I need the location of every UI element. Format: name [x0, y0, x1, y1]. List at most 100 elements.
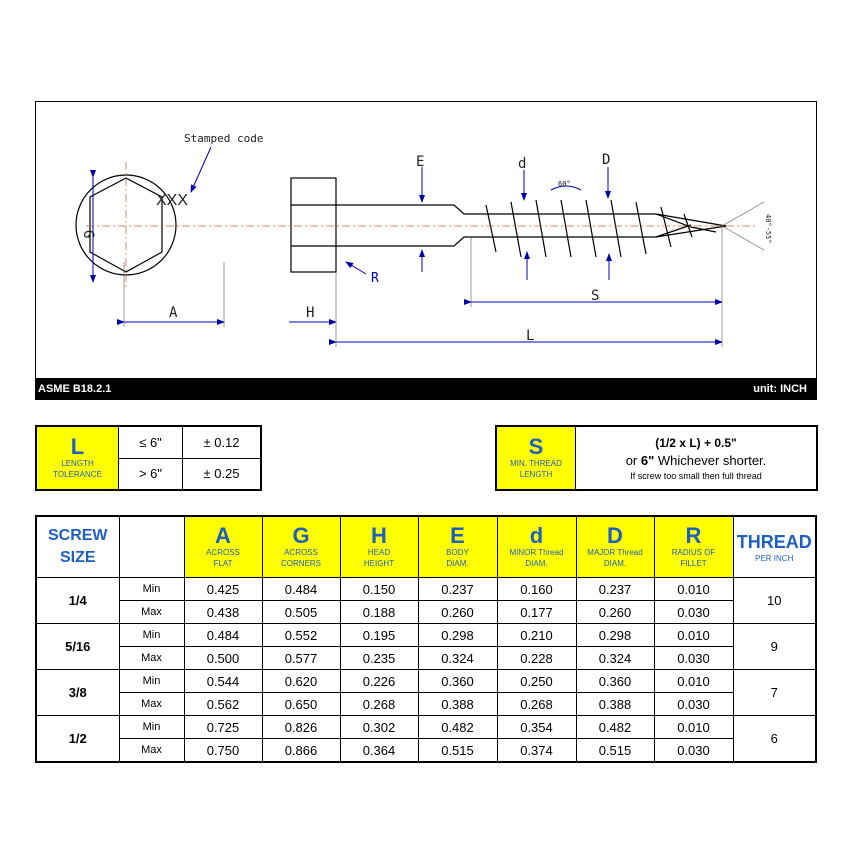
column-header-E: E BODY DIAM. — [417, 515, 498, 578]
value-cell: 0.484 — [183, 623, 263, 647]
max-label: Max — [118, 646, 185, 670]
blank-header — [118, 515, 185, 578]
screw-drawing: Stamped code XXX G A H R E d D S L 60° 4… — [75, 132, 772, 347]
label-e: E — [416, 154, 424, 170]
value-cell: 0.302 — [339, 715, 419, 739]
value-cell: 0.562 — [183, 692, 263, 716]
value-cell: 0.010 — [653, 623, 734, 647]
value-cell: 0.725 — [183, 715, 263, 739]
value-cell: 0.354 — [496, 715, 577, 739]
header-row: SCREW SIZE A ACROSS FLAT G ACROSS CORNERS H HEAD H… — [35, 515, 817, 578]
column-header-D: D MAJOR Thread DIAM. — [575, 515, 655, 578]
thread-teeth — [485, 199, 693, 258]
threads-per-inch: 10 — [732, 577, 817, 624]
thread-length-table: S MIN. THREAD LENGTH (1/2 x L) + 0.5" or … — [495, 425, 818, 491]
screw-size: 1/4 — [35, 577, 120, 624]
value-cell: 0.237 — [575, 577, 655, 601]
screw-size: 1/2 — [35, 715, 120, 763]
value-cell: 0.030 — [653, 692, 734, 716]
value-cell: 0.364 — [339, 738, 419, 763]
value-cell: 0.010 — [653, 669, 734, 693]
dimensions-table: SCREW SIZE A ACROSS FLAT G ACROSS CORNERS H HEAD H… — [35, 515, 817, 763]
value-cell: 0.388 — [575, 692, 655, 716]
value-cell: 0.866 — [261, 738, 341, 763]
label-a: A — [169, 305, 178, 321]
column-header-A: A ACROSS FLAT — [183, 515, 263, 578]
value-cell: 0.505 — [261, 600, 341, 624]
screw-size: 5/16 — [35, 623, 120, 670]
value-cell: 0.482 — [417, 715, 498, 739]
tolerance-cell: ± 0.12 — [182, 425, 262, 459]
value-cell: 0.298 — [575, 623, 655, 647]
value-cell: 0.482 — [575, 715, 655, 739]
table-row: 3/8 Min 0.544 0.620 0.226 0.360 0.250 0.360 0.01… — [35, 669, 817, 716]
thread-header: THREAD PER INCH — [732, 515, 817, 578]
table-row: Max 0.500 0.577 0.235 0.324 0.228 0.324 0.030 — [36, 646, 816, 670]
label-s: S — [591, 288, 599, 304]
value-cell: 0.260 — [417, 600, 498, 624]
value-cell: 0.620 — [261, 669, 341, 693]
column-header-H: H HEAD HEIGHT — [339, 515, 419, 578]
stamped-code-label: Stamped code — [184, 132, 263, 145]
label-r: R — [371, 271, 379, 286]
value-cell: 0.500 — [183, 646, 263, 670]
value-cell: 0.235 — [339, 646, 419, 670]
value-cell: 0.237 — [417, 577, 498, 601]
value-cell: 0.360 — [417, 669, 498, 693]
value-cell: 0.030 — [653, 600, 734, 624]
value-cell: 0.010 — [653, 577, 734, 601]
threads-per-inch: 9 — [732, 623, 817, 670]
value-cell: 0.374 — [496, 738, 577, 763]
value-cell: 0.210 — [496, 623, 577, 647]
table-row: 1/4 Min 0.425 0.484 0.150 0.237 0.160 0.237 0.01… — [35, 577, 817, 624]
value-cell: 0.425 — [183, 577, 263, 601]
thread-length-rule: (1/2 x L) + 0.5" or 6" Whichever shorter… — [575, 425, 818, 491]
shank — [336, 204, 476, 247]
min-label: Min — [118, 669, 185, 693]
unit-label: unit: INCH — [753, 383, 807, 395]
value-cell: 0.324 — [417, 646, 498, 670]
label-thread-angle: 60° — [558, 180, 571, 188]
value-cell: 0.484 — [261, 577, 341, 601]
value-cell: 0.552 — [261, 623, 341, 647]
screw-size: 3/8 — [35, 669, 120, 716]
min-label: Min — [118, 623, 185, 647]
value-cell: 0.177 — [496, 600, 577, 624]
max-label: Max — [118, 692, 185, 716]
value-cell: 0.324 — [575, 646, 655, 670]
threads-per-inch: 7 — [732, 669, 817, 716]
tolerance-cell: ± 0.25 — [182, 457, 262, 491]
value-cell: 0.544 — [183, 669, 263, 693]
value-cell: 0.515 — [575, 738, 655, 763]
label-d-major: D — [602, 152, 610, 168]
label-d-minor: d — [518, 156, 526, 172]
max-label: Max — [118, 738, 185, 763]
head-mark: XXX — [156, 192, 188, 209]
label-point-angle: 40°-55° — [764, 214, 772, 244]
value-cell: 0.195 — [339, 623, 419, 647]
value-cell: 0.030 — [653, 646, 734, 670]
footer-bar: ASME B18.2.1 unit: INCH — [35, 378, 817, 400]
value-cell: 0.268 — [339, 692, 419, 716]
value-cell: 0.226 — [339, 669, 419, 693]
column-header-R: R RADIUS OF FILLET — [653, 515, 734, 578]
range-cell: > 6" — [118, 457, 183, 491]
value-cell: 0.577 — [261, 646, 341, 670]
value-cell: 0.160 — [496, 577, 577, 601]
table-row: Max 0.438 0.505 0.188 0.260 0.177 0.260 0.030 — [36, 600, 816, 624]
table-row: 1/2 Min 0.725 0.826 0.302 0.482 0.354 0.482 0.01… — [35, 715, 817, 763]
label-g: G — [80, 230, 96, 238]
label-l: L — [526, 328, 534, 344]
value-cell: 0.750 — [183, 738, 263, 763]
hex-head-outline — [89, 177, 163, 273]
value-cell: 0.388 — [417, 692, 498, 716]
value-cell: 0.360 — [575, 669, 655, 693]
label-h: H — [306, 305, 314, 321]
value-cell: 0.650 — [261, 692, 341, 716]
value-cell: 0.268 — [496, 692, 577, 716]
value-cell: 0.515 — [417, 738, 498, 763]
value-cell: 0.010 — [653, 715, 734, 739]
table-row: Max 0.750 0.866 0.364 0.515 0.374 0.515 0.030 — [36, 738, 816, 763]
max-label: Max — [118, 600, 185, 624]
